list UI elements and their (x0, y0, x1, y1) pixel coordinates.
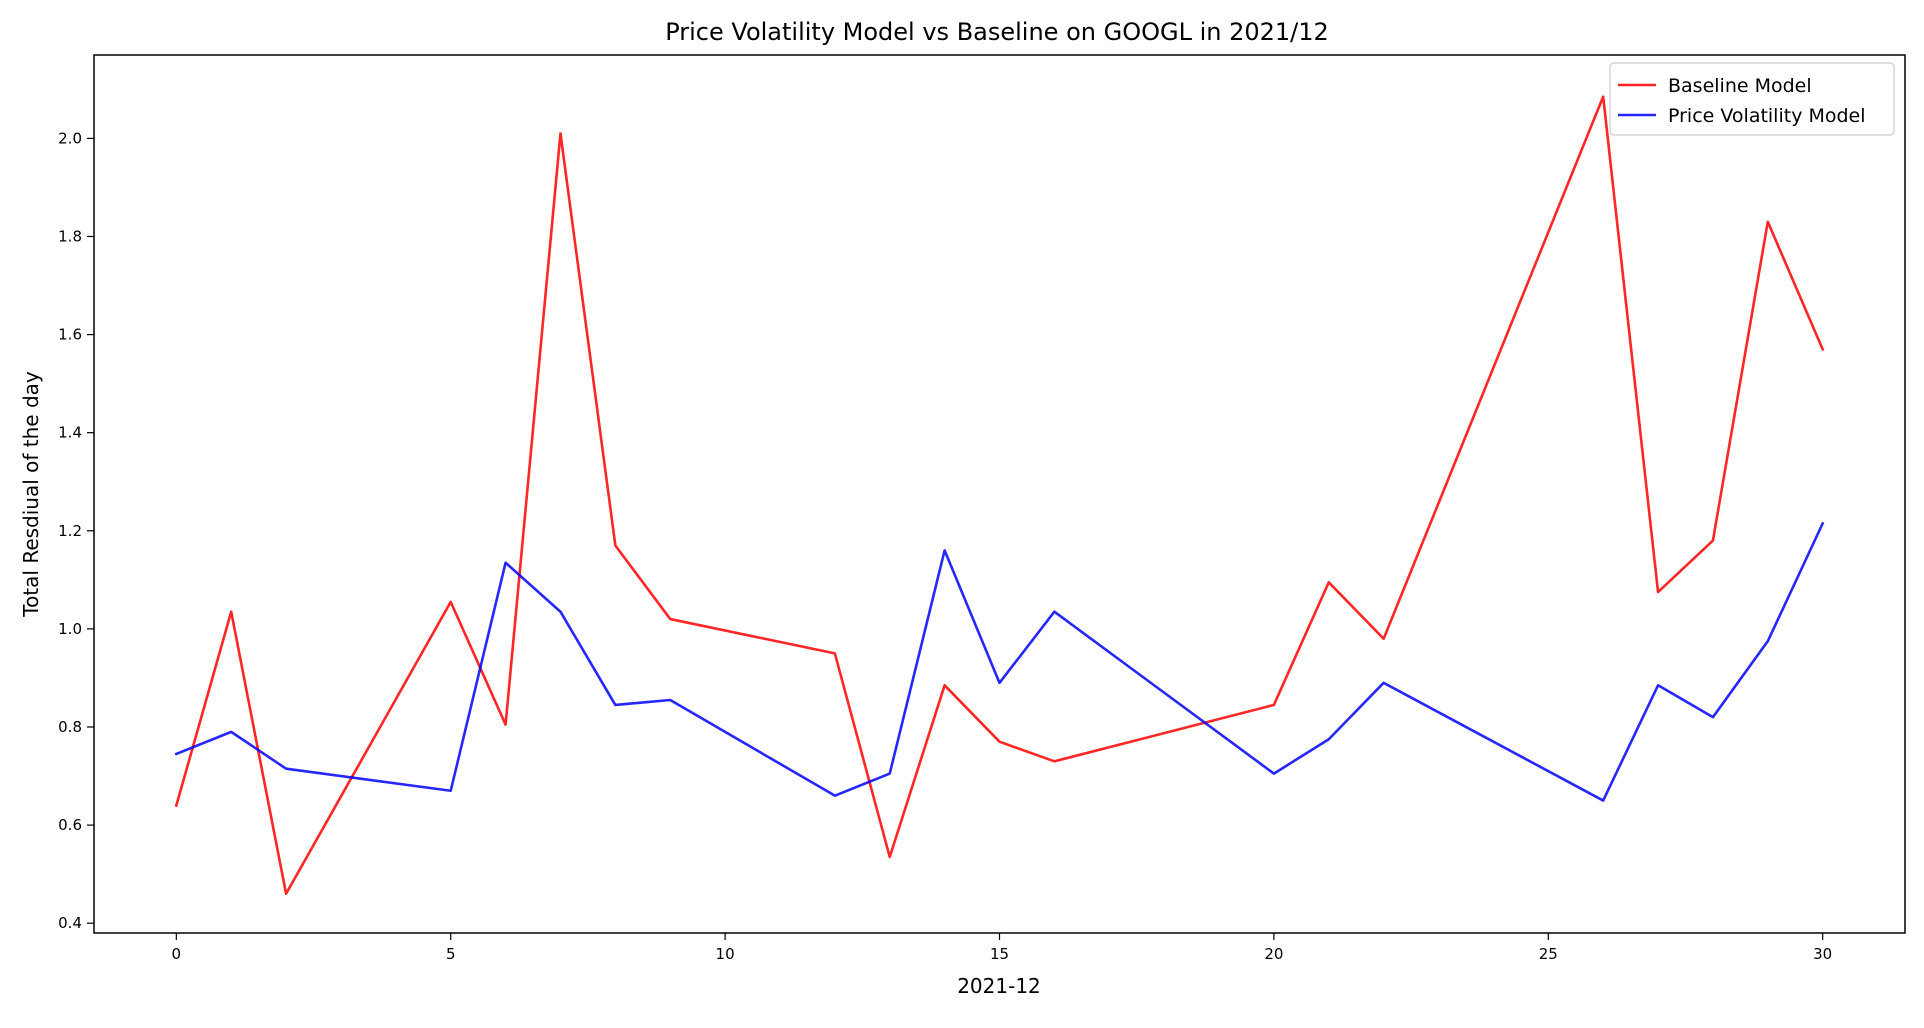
chart-title: Price Volatility Model vs Baseline on GO… (665, 18, 1329, 46)
legend-label-price-volatility-model: Price Volatility Model (1668, 105, 1866, 127)
y-tick-label: 0.6 (58, 816, 82, 834)
x-tick-label: 5 (446, 945, 456, 963)
x-tick-label: 30 (1813, 945, 1832, 963)
y-tick-label: 1.2 (58, 522, 82, 540)
y-tick-label: 1.0 (58, 620, 82, 638)
plot-area (174, 95, 1825, 896)
x-tick-label: 0 (172, 945, 182, 963)
series-line-baseline-model (174, 95, 1825, 896)
y-tick-label: 1.6 (58, 326, 82, 344)
series-line-price-volatility-model (174, 521, 1825, 802)
y-tick-label: 0.4 (58, 914, 82, 932)
x-axis-label: 2021-12 (957, 974, 1041, 998)
x-tick-label: 15 (990, 945, 1009, 963)
y-tick-label: 0.8 (58, 718, 82, 736)
x-tick-label: 20 (1264, 945, 1283, 963)
legend: Baseline Model Price Volatility Model (1609, 62, 1895, 136)
x-tick-label: 25 (1539, 945, 1558, 963)
y-tick-label: 1.8 (58, 227, 82, 245)
legend-box (1609, 62, 1895, 136)
y-tick-label: 2.0 (58, 129, 82, 147)
y-axis-label: Total Resdiual of the day (19, 371, 43, 618)
x-tick-label: 10 (716, 945, 735, 963)
legend-label-baseline-model: Baseline Model (1668, 75, 1812, 97)
y-tick-label: 1.4 (58, 424, 82, 442)
